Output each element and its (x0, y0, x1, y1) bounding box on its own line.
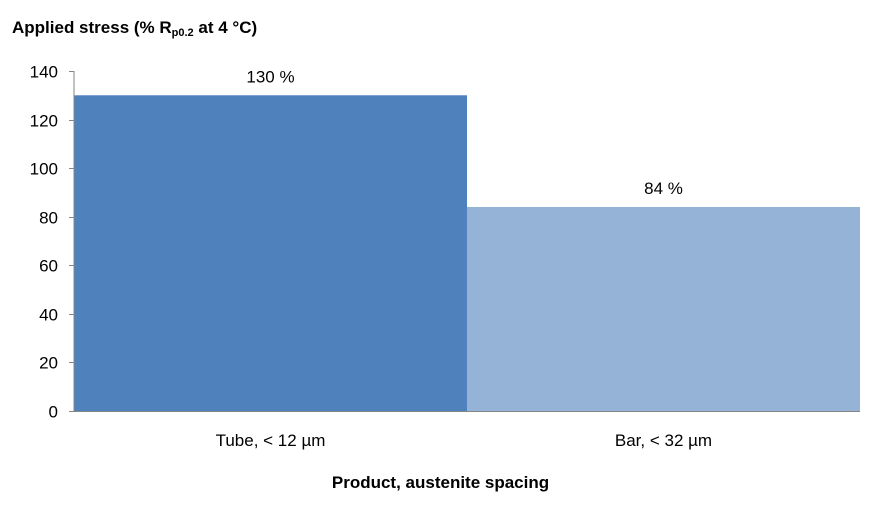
y-axis-title-suffix: at 4 °C) (193, 18, 258, 37)
y-axis-title-subscript: p0.2 (171, 27, 194, 39)
x-tick-label-1: Tube, < 12 µm (216, 431, 326, 450)
y-tick-label: 80 (39, 209, 58, 228)
x-axis-title: Product, austenite spacing (331, 473, 550, 492)
y-tick-label: 60 (39, 257, 58, 276)
y-tick-label: 0 (49, 403, 58, 422)
y-axis-title-prefix: Applied stress (% R (12, 18, 172, 37)
data-label-2: 84 % (644, 179, 683, 198)
y-tick-label: 140 (30, 63, 58, 82)
y-tick-label: 120 (30, 112, 58, 131)
y-tick-label: 100 (30, 160, 58, 179)
bar-1 (74, 95, 467, 412)
axes-group (69, 71, 860, 412)
y-tick-label: 40 (39, 306, 58, 325)
data-label-1: 130 % (246, 67, 294, 86)
y-tick-label: 20 (39, 354, 58, 373)
bar-2 (467, 207, 860, 411)
x-tick-label-2: Bar, < 32 µm (615, 431, 712, 450)
labels-group: 130 % Tube, < 12 µm 84 % Bar, < 32 µm 0 20 40 6… (30, 63, 712, 451)
bars-group (74, 95, 860, 412)
y-axis-title: Applied stress (% Rp0.2 at 4 °C) (12, 18, 257, 39)
